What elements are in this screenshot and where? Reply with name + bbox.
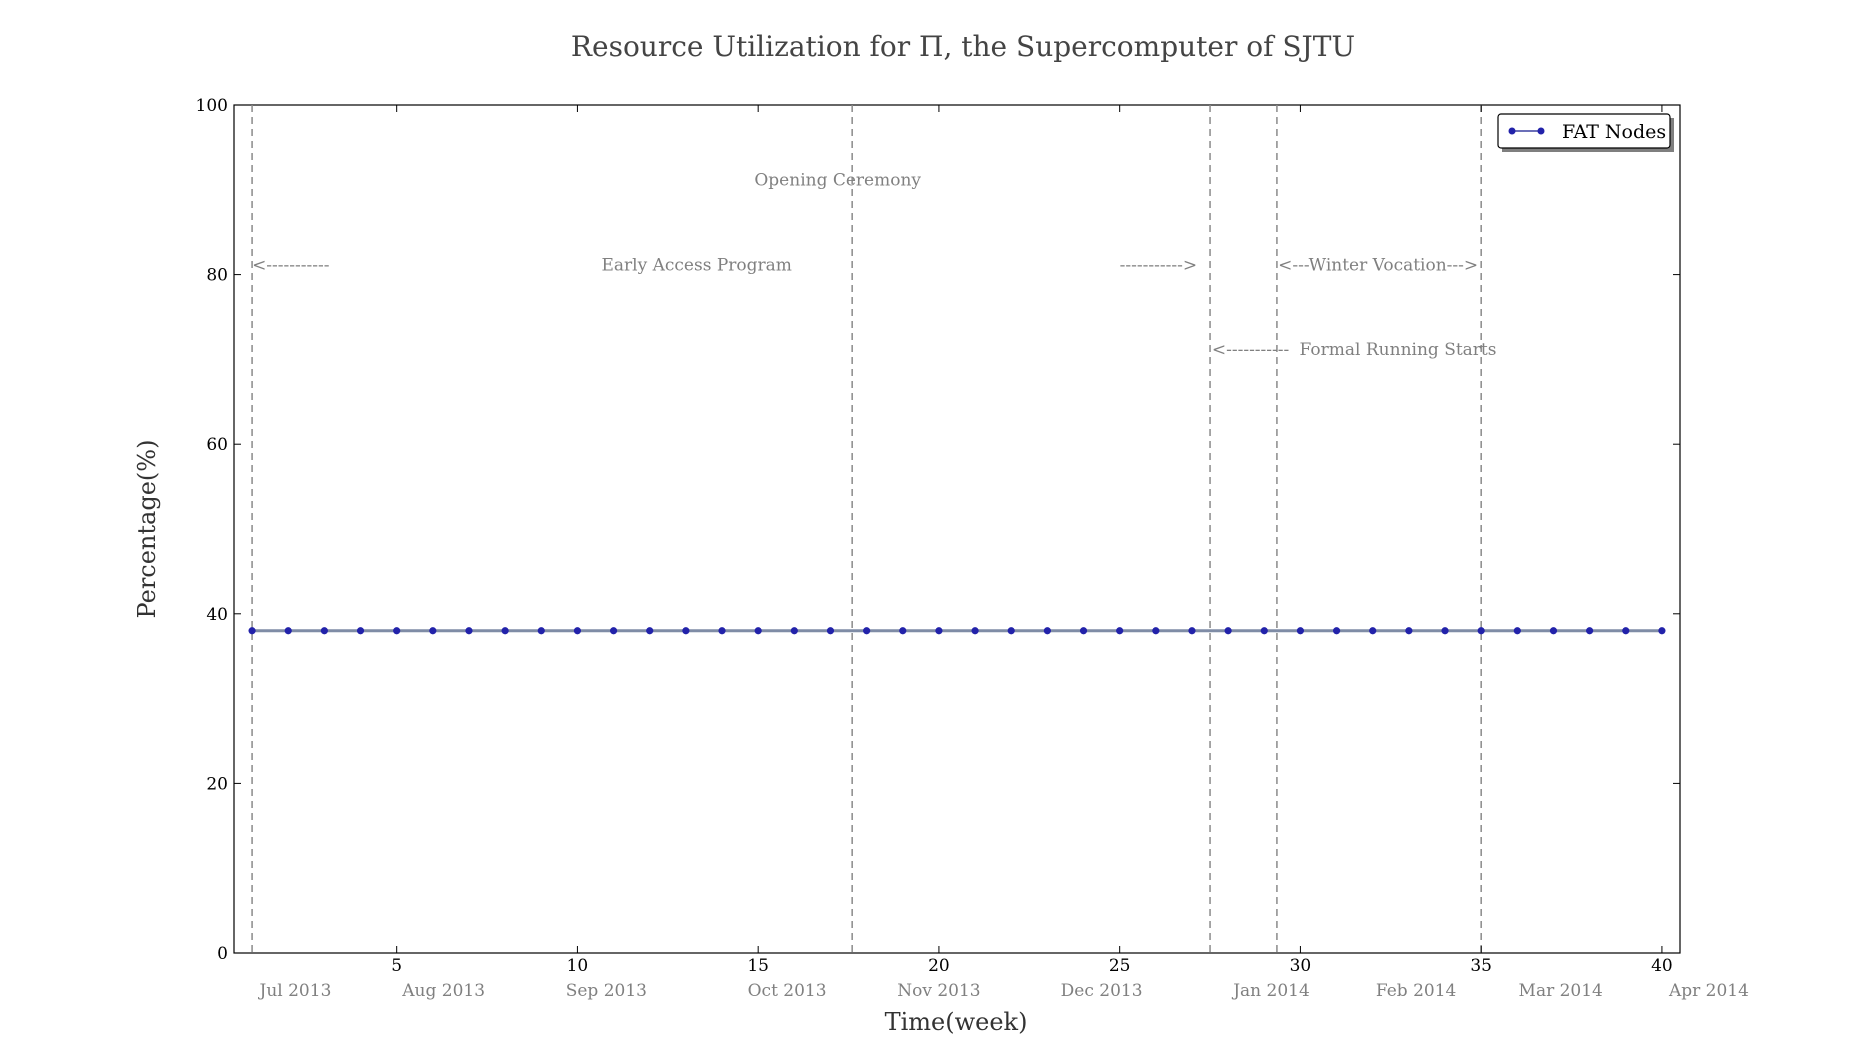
data-point	[1260, 627, 1268, 635]
annotation: Early Access Program	[602, 255, 792, 275]
y-tick-label: 60	[206, 435, 228, 455]
annotation: Opening Ceremony	[754, 171, 921, 191]
data-point	[1116, 627, 1124, 635]
data-point	[429, 627, 437, 635]
x-tick-label: 10	[567, 956, 589, 976]
annotation: ----------->	[1120, 255, 1197, 275]
data-point	[718, 627, 726, 635]
data-point	[320, 627, 328, 635]
x-tick-label: 5	[391, 956, 402, 976]
data-point	[826, 627, 835, 635]
month-label: Sep 2013	[566, 981, 647, 1001]
data-point	[609, 627, 618, 635]
y-tick-label: 40	[206, 605, 228, 625]
month-label: Feb 2014	[1376, 981, 1456, 1001]
annotation: Formal Running Starts	[1300, 340, 1497, 360]
data-point	[356, 627, 365, 635]
y-tick-label: 0	[217, 944, 228, 964]
data-point	[682, 627, 690, 635]
month-label: Oct 2013	[748, 981, 827, 1001]
data-point	[935, 627, 943, 635]
x-axis-label: Time(week)	[885, 1008, 1028, 1036]
legend-marker	[1537, 127, 1545, 135]
data-point	[1224, 627, 1232, 635]
data-point	[1188, 627, 1196, 635]
x-axis: 5 10 15 20 25 30 35 40	[391, 105, 1673, 976]
y-tick-label: 100	[196, 96, 228, 116]
data-point	[754, 627, 762, 635]
data-point	[1079, 627, 1088, 635]
data-point	[899, 627, 907, 635]
data-point	[1549, 627, 1558, 635]
legend: FAT Nodes	[1497, 113, 1674, 152]
annotations: Opening Ceremony <----------- Early Access…	[252, 171, 1496, 361]
plot-area	[233, 104, 1681, 954]
annotation: <-----------	[252, 255, 329, 275]
legend-marker	[1508, 127, 1516, 135]
y-tick-label: 80	[206, 266, 228, 286]
data-point	[1369, 627, 1377, 635]
data-point	[646, 627, 654, 635]
event-lines	[251, 105, 1482, 953]
data-point	[393, 627, 401, 635]
data-point	[1043, 627, 1051, 635]
series-layer	[248, 627, 1666, 635]
x-tick-label: 35	[1470, 956, 1492, 976]
data-point	[1007, 627, 1015, 635]
x-tick-label: 25	[1109, 956, 1131, 976]
x-tick-label: 30	[1290, 956, 1312, 976]
data-point	[1477, 627, 1485, 635]
data-point	[1658, 627, 1666, 635]
data-point	[971, 627, 979, 635]
month-labels: Jul 2013 Aug 2013 Sep 2013 Oct 2013 Nov 2013…	[258, 981, 1749, 1001]
data-point	[863, 627, 871, 635]
data-point	[1405, 627, 1413, 635]
annotation: <-----------	[1212, 340, 1289, 360]
data-point	[537, 627, 545, 635]
y-tick-label: 20	[206, 774, 228, 794]
x-tick-label: 20	[928, 956, 950, 976]
month-label: Aug 2013	[401, 981, 485, 1001]
month-label: Nov 2013	[897, 981, 980, 1001]
data-point	[1152, 627, 1160, 635]
data-point	[1332, 627, 1341, 635]
y-axis: 0 20 40 60 80 100	[196, 96, 1680, 964]
month-label: Jul 2013	[258, 981, 332, 1001]
data-point	[1441, 627, 1449, 635]
month-label: Mar 2014	[1519, 981, 1603, 1001]
legend-box	[1497, 113, 1671, 149]
y-axis-label: Percentage(%)	[133, 440, 161, 619]
legend-label: FAT Nodes	[1562, 121, 1666, 143]
month-label: Dec 2013	[1061, 981, 1143, 1001]
month-label: Jan 2014	[1231, 981, 1310, 1001]
chart-title: Resource Utilization for Π, the Supercom…	[571, 30, 1355, 63]
x-tick-label: 15	[747, 956, 769, 976]
data-point	[284, 627, 292, 635]
data-point	[1586, 627, 1594, 635]
data-point	[465, 627, 473, 635]
data-point	[1296, 627, 1305, 635]
data-point	[501, 627, 509, 635]
month-label: Apr 2014	[1668, 981, 1749, 1001]
data-point	[573, 627, 582, 635]
annotation: <---Winter Vocation--->	[1278, 255, 1478, 275]
data-point	[1622, 627, 1630, 635]
data-point	[1513, 627, 1521, 635]
x-tick-label: 40	[1651, 956, 1673, 976]
data-point	[248, 627, 256, 635]
data-point	[790, 627, 798, 635]
